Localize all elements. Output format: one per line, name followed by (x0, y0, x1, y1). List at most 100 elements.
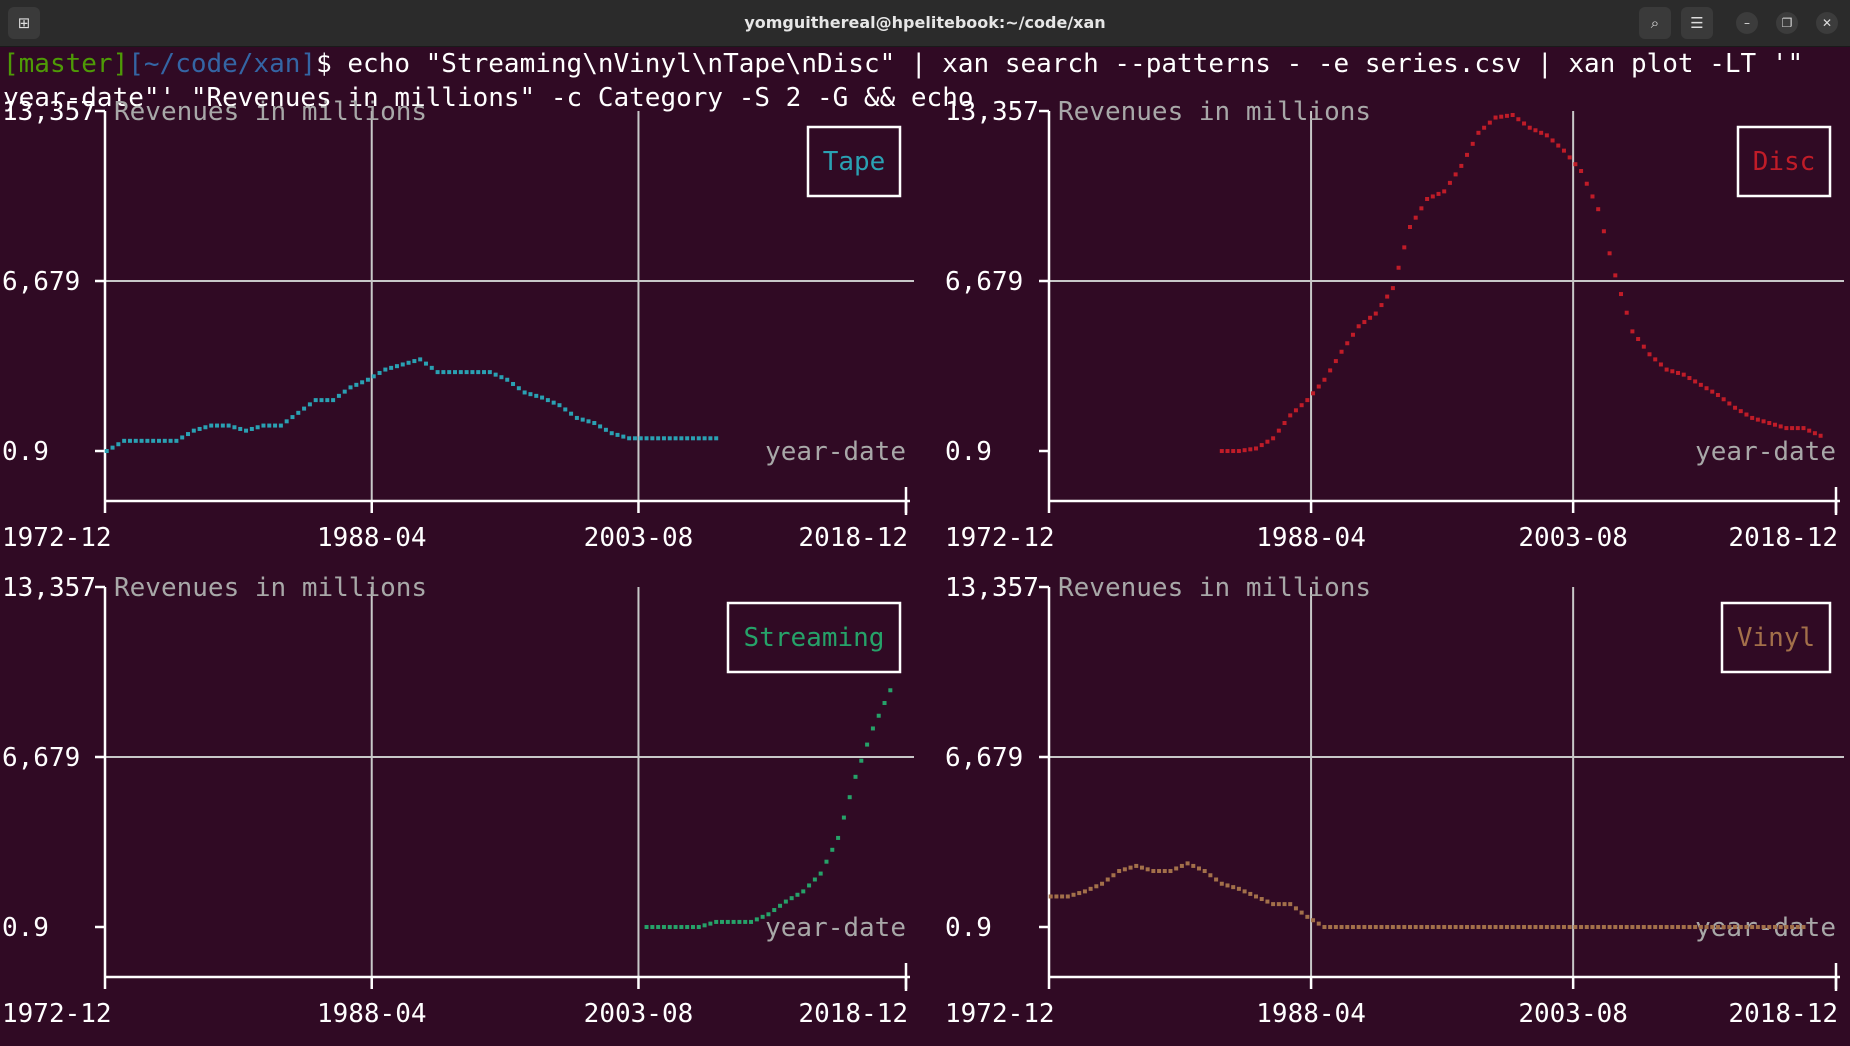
data-point (1573, 162, 1578, 167)
data-point (1755, 417, 1760, 422)
prompt-symbol: $ (316, 49, 332, 79)
data-point (1248, 891, 1253, 896)
terminal-area[interactable]: [master][~/code/xan]$ echo "Streaming\nV… (0, 47, 1850, 1046)
data-point (1630, 925, 1635, 930)
data-point (1413, 925, 1418, 930)
data-point (1636, 925, 1641, 930)
y-tick-label: 0.9 (2, 437, 49, 467)
x-tick-label: 2003-08 (1518, 999, 1628, 1029)
data-point (1664, 367, 1669, 372)
search-button[interactable]: ⌕ (1639, 7, 1671, 39)
data-point (627, 436, 632, 441)
data-point (1333, 925, 1338, 930)
data-point (1065, 894, 1070, 899)
data-point (1550, 138, 1555, 143)
data-point (1561, 925, 1566, 930)
data-point (1368, 315, 1373, 320)
data-point (690, 925, 695, 930)
data-point (731, 919, 736, 924)
x-tick-label: 1972-12 (2, 523, 112, 553)
data-point (1470, 925, 1475, 930)
data-point (186, 432, 191, 437)
maximize-button[interactable]: ❐ (1776, 12, 1798, 34)
x-axis-label: year-date (765, 437, 906, 467)
data-point (1305, 914, 1310, 919)
data-point (1710, 389, 1715, 394)
close-button[interactable]: ✕ (1816, 12, 1838, 34)
data-point (447, 370, 452, 375)
y-tick-label: 6,679 (945, 267, 1023, 297)
data-point (1522, 925, 1527, 930)
data-point (1601, 229, 1606, 234)
data-point (1219, 449, 1224, 454)
data-point (656, 925, 661, 930)
data-point (1311, 391, 1316, 396)
data-point (801, 889, 806, 894)
data-point (1544, 925, 1549, 930)
x-tick-label: 1988-04 (1256, 523, 1366, 553)
data-point (528, 392, 533, 397)
data-point (499, 375, 504, 380)
data-point (1094, 884, 1099, 889)
data-point (1607, 925, 1612, 930)
data-point (1259, 443, 1264, 448)
data-point (1470, 141, 1475, 146)
data-point (621, 434, 626, 439)
new-tab-button[interactable]: ⊞ (8, 7, 40, 39)
data-point (1299, 910, 1304, 915)
plot-panel-streaming: 13,357 6,679 0.9 Revenues in millions year-d… (2, 573, 914, 1029)
data-point (1288, 902, 1293, 907)
x-tick-label: 1988-04 (317, 523, 427, 553)
data-point (156, 438, 161, 443)
data-point (1556, 925, 1561, 930)
menu-button[interactable]: ☰ (1681, 7, 1713, 39)
data-point (574, 415, 579, 420)
data-point (1196, 866, 1201, 871)
data-point (1236, 886, 1241, 891)
data-point (342, 389, 347, 394)
minimize-button[interactable]: – (1736, 12, 1758, 34)
data-point (1784, 426, 1789, 431)
data-point (290, 415, 295, 420)
data-point (1282, 902, 1287, 907)
data-point (1293, 906, 1298, 911)
data-point (1139, 865, 1144, 870)
x-tick-label: 2018-12 (1728, 999, 1838, 1029)
data-point (232, 425, 237, 430)
data-point (1670, 925, 1675, 930)
x-tick-label: 2003-08 (584, 523, 694, 553)
data-point (795, 892, 800, 897)
data-point (162, 438, 167, 443)
close-icon: ✕ (1821, 16, 1833, 30)
data-point (365, 377, 370, 382)
data-point (1676, 925, 1681, 930)
data-point (778, 903, 783, 908)
data-point (1407, 925, 1412, 930)
data-point (511, 381, 516, 386)
data-point (1624, 310, 1629, 315)
data-point (215, 423, 220, 428)
data-point (789, 896, 794, 901)
data-point (1442, 189, 1447, 194)
data-point (569, 411, 574, 416)
y-axis-label: Revenues in millions (1058, 573, 1371, 603)
data-point (1539, 925, 1544, 930)
data-point (1733, 405, 1738, 410)
data-point (1459, 925, 1464, 930)
command-line-1: [master][~/code/xan]$ echo "Streaming\nV… (3, 47, 1803, 81)
data-point (1579, 925, 1584, 930)
data-point (1767, 925, 1772, 930)
y-tick-label: 13,357 (945, 97, 1039, 127)
data-point (650, 436, 655, 441)
data-point (615, 432, 620, 437)
data-point (1407, 225, 1412, 230)
data-point (650, 925, 655, 930)
data-point (1590, 194, 1595, 199)
data-point (255, 425, 260, 430)
data-point (1259, 897, 1264, 902)
data-point (1316, 384, 1321, 389)
data-point (1727, 401, 1732, 406)
data-point (1385, 925, 1390, 930)
plot-panel-disc: 13,357 6,679 0.9 Revenues in millions year-d… (945, 97, 1844, 553)
data-point (638, 436, 643, 441)
